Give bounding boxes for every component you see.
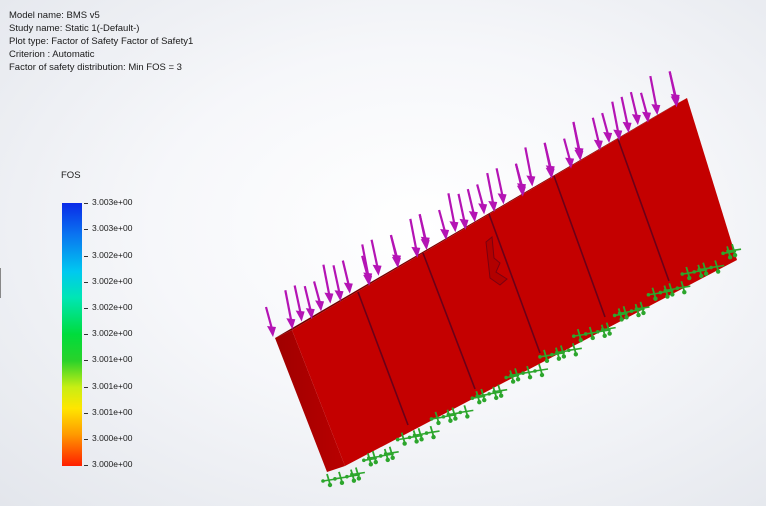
legend-tick-mark [84,413,88,414]
fixture-icon [709,260,725,274]
load-arrow-icon [264,306,276,337]
load-arrow-icon [409,218,421,258]
fixture-icon [321,473,337,488]
legend-tick-label: 3.001e+00 [92,381,133,391]
load-arrow-icon [457,193,469,230]
fixture-icon [424,425,440,440]
load-arrow-icon [649,75,661,116]
battery-module[interactable] [275,98,737,472]
legend-tick-label: 3.002e+00 [92,250,133,260]
load-arrow-icon [591,117,603,151]
study-info-panel: Model name: BMS v5 Study name: Static 1(… [9,9,193,74]
load-arrow-icon [466,188,478,223]
legend-tick-label: 3.001e+00 [92,354,133,364]
load-arrow-icon [332,265,344,302]
load-arrow-icon [563,138,575,169]
load-arrow-icon [486,172,498,213]
legend-tick-mark [84,465,88,466]
legend-tick-label: 3.002e+00 [92,276,133,286]
model-name-text: Model name: BMS v5 [9,10,100,21]
legend-tick-mark [84,282,88,283]
load-arrow-icon [303,285,315,320]
fixture-icon [629,303,645,318]
fixture-icon [350,467,365,481]
load-arrow-icon [322,264,334,304]
fixture-icon [697,262,713,276]
model-viewport[interactable] [250,60,760,500]
load-arrow-icon [629,91,641,126]
fixture-icon [333,471,349,486]
legend-tick-label: 3.000e+00 [92,433,133,443]
study-name-text: Study name: Static 1(-Default-) [9,23,140,34]
load-arrow-icon [611,101,623,141]
fixture-icon [600,322,616,336]
load-arrow-icon [620,96,632,133]
fixture-icon [412,428,428,442]
legend-tick-mark [84,334,88,335]
fixture-icon [567,343,582,357]
cell-divider-lines [357,138,670,426]
load-arrow-icon [524,147,536,187]
fixture-icon [726,243,742,258]
plot-type-text: Plot type: Factor of Safety Factor of Sa… [9,36,194,47]
load-arrow-icon [313,281,325,312]
criterion-text: Criterion : Automatic [9,49,95,60]
legend-tick-mark [84,439,88,440]
module-top-face [275,98,687,338]
legend-tick-mark [84,360,88,361]
legend-tick-mark [84,229,88,230]
load-arrow-icon [438,209,450,241]
viewport-edge-marker [0,268,3,298]
legend-tick-label: 3.002e+00 [92,302,133,312]
legend-tick-label: 3.001e+00 [92,407,133,417]
fixture-icon [446,407,462,421]
fixture-icon [521,365,537,380]
load-arrow-icon [601,112,613,144]
load-arrow-icon [476,184,488,215]
load-arrow-icon [418,214,430,248]
load-arrow-icon [514,163,526,195]
legend-tick-mark [84,308,88,309]
module-left-face [275,330,345,472]
load-arrows [264,71,680,337]
load-arrow-icon [668,71,680,105]
load-arrow-icon [370,239,382,276]
load-arrow-icon [284,290,296,330]
fixture-icon [634,301,650,316]
legend-tick-label: 3.003e+00 [92,197,133,207]
legend-tick-label: 3.002e+00 [92,328,133,338]
load-arrow-icon [543,143,555,177]
fixture-icon [533,363,549,378]
fos-legend: FOS 3.003e+00 3.003e+00 3.002e+00 3.002e… [0,0,200,506]
load-arrow-icon [572,122,584,159]
fixture-icon [458,405,474,419]
load-arrow-icon [341,260,353,294]
fos-distribution-text: Factor of safety distribution: Min FOS =… [9,62,182,73]
fixture-icon [383,446,399,460]
legend-color-bar [62,203,82,466]
legend-title: FOS [61,170,81,181]
legend-tick-mark [84,387,88,388]
fixture-symbols [321,243,742,488]
busbar-notch [485,236,508,286]
load-arrow-icon [361,244,373,284]
legend-tick-label: 3.000e+00 [92,459,133,469]
fixture-icon [675,280,691,295]
load-arrow-icon [639,92,651,123]
legend-tick-label: 3.003e+00 [92,223,133,233]
legend-tick-mark [84,256,88,257]
load-arrow-icon [293,285,305,322]
load-arrow-icon [389,235,401,266]
legend-tick-mark [84,203,88,204]
load-arrow-icon [447,193,459,233]
fixture-icon [555,345,570,359]
fixture-icon [492,384,508,398]
load-arrow-icon [495,168,507,205]
